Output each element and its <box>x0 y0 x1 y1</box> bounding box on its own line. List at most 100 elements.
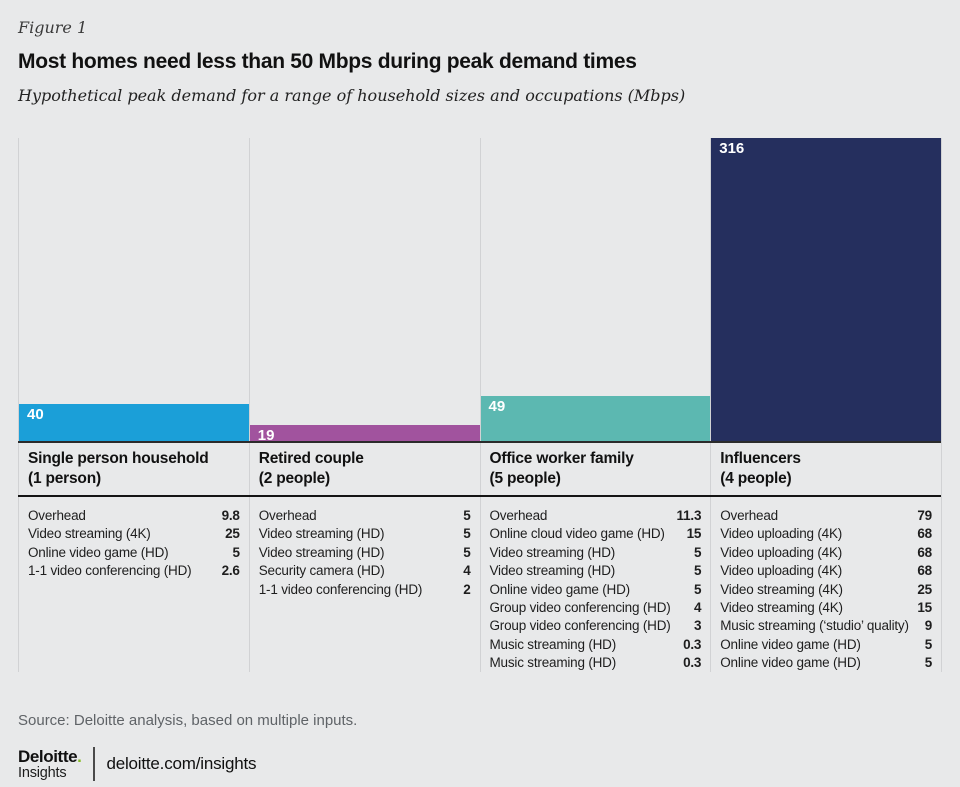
demand-bar: 49 <box>480 396 711 443</box>
item-value: 0.3 <box>683 636 702 652</box>
item-value: 5 <box>463 544 471 560</box>
breakdown-row: Group video conferencing (HD) 3 <box>490 617 702 635</box>
breakdown-table: Overhead 5 Video streaming (HD) 5 Video stre… <box>250 507 480 599</box>
breakdown-row: Video streaming (4K) 15 <box>720 599 932 617</box>
category-divider-rule <box>18 495 941 497</box>
category-name: Office worker family <box>489 450 634 467</box>
item-label: Overhead <box>720 508 778 523</box>
item-label: Security camera (HD) <box>258 563 385 579</box>
breakdown-row: Online cloud video game (HD) 15 <box>490 525 702 543</box>
item-value: 5 <box>693 581 702 597</box>
category-header: Office worker family (5 people) <box>481 449 711 489</box>
demand-bar: 40 <box>19 404 249 443</box>
item-value: 4 <box>693 600 702 616</box>
green-dot-icon: . <box>77 746 82 766</box>
item-label: Online video game (HD) <box>720 636 861 652</box>
breakdown-table: Overhead 11.3 Online cloud video game (HD)… <box>481 507 711 673</box>
item-label: Video streaming (4K) <box>720 600 843 616</box>
figure-label: Figure 1 <box>18 18 88 37</box>
item-value: 15 <box>917 600 932 616</box>
breakdown-row: Music streaming (HD) 0.3 <box>490 636 702 654</box>
item-label: Video streaming (HD) <box>258 544 385 560</box>
item-value: 5 <box>693 544 702 560</box>
footer-url: deloitte.com/insights <box>106 754 257 773</box>
breakdown-row: Overhead 79 <box>720 507 932 525</box>
breakdown-row: Music streaming (‘studio’ quality) 9 <box>720 617 932 635</box>
item-label: Video uploading (4K) <box>720 544 843 560</box>
item-label: 1-1 video conferencing (HD) <box>258 581 423 597</box>
category-size: (4 people) <box>720 470 792 487</box>
brand-tagline: Insights <box>18 764 67 781</box>
bar-total-label: 49 <box>488 398 506 415</box>
chart-column: 316 Influencers (4 people) Overhead 79 Vid… <box>710 138 941 672</box>
breakdown-row: 1-1 video conferencing (HD) 2 <box>259 581 471 599</box>
item-value: 5 <box>693 563 702 579</box>
category-name: Influencers <box>720 450 801 467</box>
item-label: Music streaming (‘studio’ quality) <box>720 618 909 634</box>
item-value: 68 <box>917 544 932 560</box>
category-size: (2 people) <box>258 470 330 487</box>
category-size: (5 people) <box>489 470 561 487</box>
brand-word: Deloitte <box>18 746 78 766</box>
demand-bar: 19 <box>249 425 480 444</box>
breakdown-row: Overhead 9.8 <box>28 507 240 525</box>
item-value: 5 <box>924 636 933 652</box>
item-value: 9 <box>924 618 933 634</box>
item-label: Video streaming (4K) <box>720 581 843 597</box>
item-value: 25 <box>225 526 240 542</box>
item-value: 5 <box>463 526 471 542</box>
item-label: Music streaming (HD) <box>489 636 617 652</box>
breakdown-row: Online video game (HD) 5 <box>490 581 702 599</box>
item-label: Online video game (HD) <box>28 544 169 560</box>
category-header: Retired couple (2 people) <box>250 449 480 489</box>
item-label: Video uploading (4K) <box>720 526 843 542</box>
item-value: 68 <box>917 563 932 579</box>
breakdown-row: Security camera (HD) 4 <box>259 562 471 580</box>
item-value: 9.8 <box>221 508 240 523</box>
breakdown-row: Online video game (HD) 5 <box>28 544 240 562</box>
item-value: 5 <box>463 508 471 523</box>
footer-divider <box>93 747 96 781</box>
source-note: Source: Deloitte analysis, based on mult… <box>18 712 358 729</box>
item-value: 5 <box>232 544 240 560</box>
item-label: Video streaming (HD) <box>489 544 616 560</box>
item-label: Video streaming (HD) <box>489 563 616 579</box>
demand-bar: 316 <box>711 138 941 443</box>
bar-chart: 40 Single person household (1 person) Ov… <box>18 138 942 672</box>
breakdown-row: Video uploading (4K) 68 <box>720 562 932 580</box>
bar-total-label: 19 <box>257 427 275 444</box>
footer: Deloitte. Insights deloitte.com/insights <box>18 746 256 782</box>
item-label: Overhead <box>28 508 86 523</box>
axis-baseline <box>18 441 941 443</box>
breakdown-table: Overhead 9.8 Video streaming (4K) 25 Online … <box>19 507 249 581</box>
category-size: (1 person) <box>28 470 101 487</box>
breakdown-row: Video streaming (HD) 5 <box>259 525 471 543</box>
bar-total-label: 316 <box>719 140 745 157</box>
item-value: 2.6 <box>221 563 240 579</box>
page-title: Most homes need less than 50 Mbps during… <box>18 50 637 73</box>
breakdown-row: Video streaming (HD) 5 <box>259 544 471 562</box>
item-label: Overhead <box>489 508 548 523</box>
breakdown-row: Overhead 11.3 <box>490 507 702 525</box>
item-value: 79 <box>917 508 932 523</box>
deloitte-insights-logo: Deloitte. Insights <box>18 746 82 781</box>
breakdown-table: Overhead 79 Video uploading (4K) 68 Video up… <box>711 507 941 673</box>
breakdown-row: Overhead 5 <box>259 507 471 525</box>
item-value: 5 <box>924 655 933 671</box>
item-value: 4 <box>463 563 471 579</box>
item-label: Online video game (HD) <box>489 581 631 597</box>
breakdown-row: Video uploading (4K) 68 <box>720 525 932 543</box>
item-value: 15 <box>686 526 702 542</box>
chart-column: 19 Retired couple (2 people) Overhead 5 Vi… <box>248 138 480 672</box>
item-label: Overhead <box>258 508 317 523</box>
item-value: 2 <box>463 581 471 597</box>
breakdown-row: Music streaming (HD) 0.3 <box>490 654 702 672</box>
item-label: Video streaming (HD) <box>258 526 385 542</box>
chart-column: 40 Single person household (1 person) Ov… <box>18 138 249 672</box>
item-value: 3 <box>693 618 702 634</box>
category-header: Influencers (4 people) <box>711 449 941 489</box>
item-label: Group video conferencing (HD) <box>489 600 671 616</box>
item-value: 25 <box>917 581 932 597</box>
item-value: 0.3 <box>683 655 702 671</box>
item-label: Music streaming (HD) <box>489 655 617 671</box>
